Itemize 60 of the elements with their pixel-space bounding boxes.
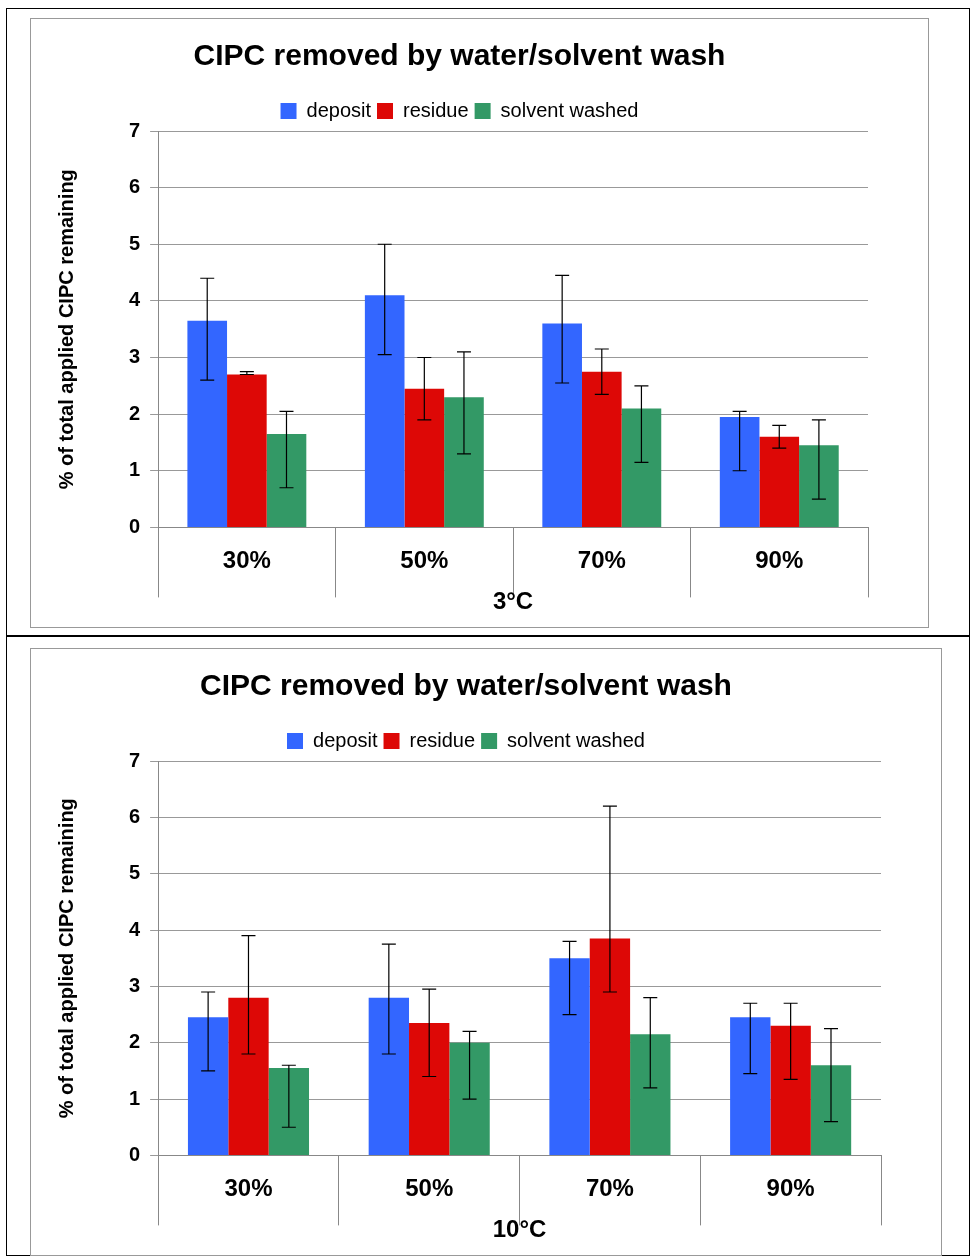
chart-title: CIPC removed by water/solvent wash: [200, 668, 732, 702]
y-tick-label: 0: [129, 1142, 141, 1165]
y-tick-label: 7: [129, 118, 141, 141]
y-tick-label: 3: [129, 345, 141, 368]
legend-label: deposit: [313, 728, 378, 751]
bar: [770, 1025, 811, 1155]
y-tick-label: 6: [129, 804, 141, 827]
y-tick-label: 4: [129, 288, 141, 311]
y-axis-title: % of total applied CIPC remaining: [54, 798, 77, 1119]
chart-title: CIPC removed by water/solvent wash: [193, 38, 726, 72]
x-tick-label: 90%: [766, 1174, 815, 1202]
bar: [266, 433, 307, 527]
x-tick-label: 70%: [577, 546, 626, 574]
bar: [228, 997, 269, 1155]
y-tick-label: 3: [129, 973, 141, 996]
y-tick-label: 5: [129, 861, 141, 884]
y-tick-label: 1: [129, 458, 141, 481]
bar: [409, 1022, 450, 1155]
x-tick-label: 30%: [222, 546, 271, 574]
x-tick-label: 50%: [400, 546, 449, 574]
y-tick-label: 2: [129, 401, 141, 424]
x-tick-label: 90%: [755, 546, 804, 574]
x-tick-label: 70%: [585, 1174, 634, 1202]
y-tick-label: 5: [129, 231, 141, 254]
bar: [542, 323, 582, 527]
y-tick-label: 6: [129, 175, 141, 198]
bar: [364, 295, 405, 527]
bar: [799, 445, 839, 527]
bar: [759, 436, 800, 527]
x-tick-label: 30%: [224, 1174, 273, 1202]
bar: [404, 388, 445, 527]
bar: [187, 1017, 229, 1155]
legend-label: residue: [403, 98, 469, 121]
bar: [449, 1042, 490, 1155]
y-tick-label: 7: [129, 748, 141, 771]
legend-label: solvent washed: [500, 98, 639, 121]
bar: [810, 1065, 852, 1155]
bar: [730, 1017, 771, 1155]
y-tick-label: 2: [129, 1030, 141, 1053]
bar: [227, 374, 267, 527]
legend-label: deposit: [306, 98, 372, 121]
bar: [549, 958, 590, 1155]
x-axis-title: 10°C: [492, 1215, 547, 1243]
y-tick-label: 0: [129, 514, 141, 537]
bar: [444, 397, 484, 527]
bar: [268, 1068, 310, 1155]
legend-label: solvent washed: [507, 728, 645, 751]
y-tick-label: 1: [129, 1086, 141, 1109]
bar: [368, 997, 410, 1155]
bar: [187, 320, 228, 527]
legend-label: residue: [409, 728, 476, 751]
y-axis-title: % of total applied CIPC remaining: [54, 169, 77, 490]
bar: [589, 938, 631, 1155]
bar: [621, 408, 662, 527]
y-tick-label: 4: [129, 917, 141, 940]
x-axis-title: 3°C: [492, 587, 534, 615]
bar: [719, 416, 760, 527]
bar: [581, 371, 622, 527]
bar: [630, 1034, 671, 1155]
x-tick-label: 50%: [405, 1174, 454, 1202]
